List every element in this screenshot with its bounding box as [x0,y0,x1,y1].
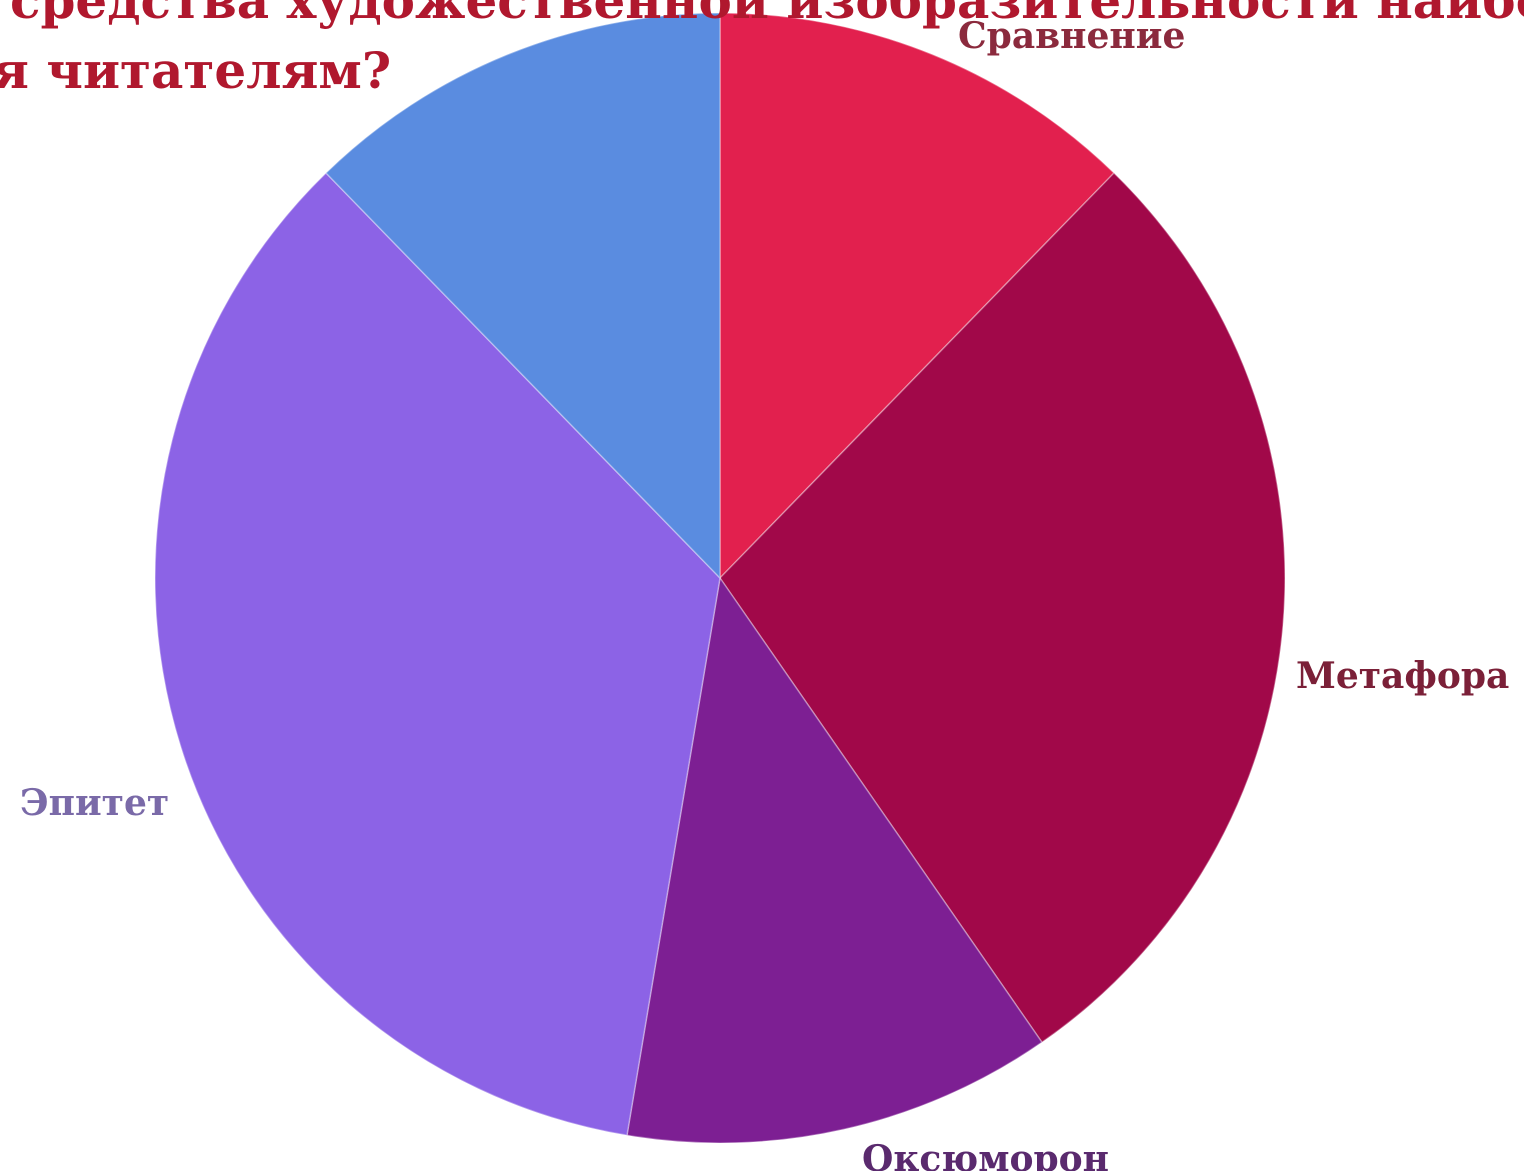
chart-title-line-2: я читателям? [0,41,392,100]
pie-slice-3 [626,576,1043,1144]
pie-slice-5 [324,12,721,580]
pie-slice-2 [719,171,1286,1044]
slice-label-4: Эпитет [20,782,169,824]
pie-slice-4 [154,171,721,1137]
pie-slice-1 [719,12,1116,580]
slice-label-2: Метафора [1296,655,1509,697]
chart-title-line-1: средства художественной изобразительност… [10,0,1524,30]
slice-label-3: Оксюморон [862,1138,1109,1171]
slice-label-1: Сравнение [958,15,1185,57]
